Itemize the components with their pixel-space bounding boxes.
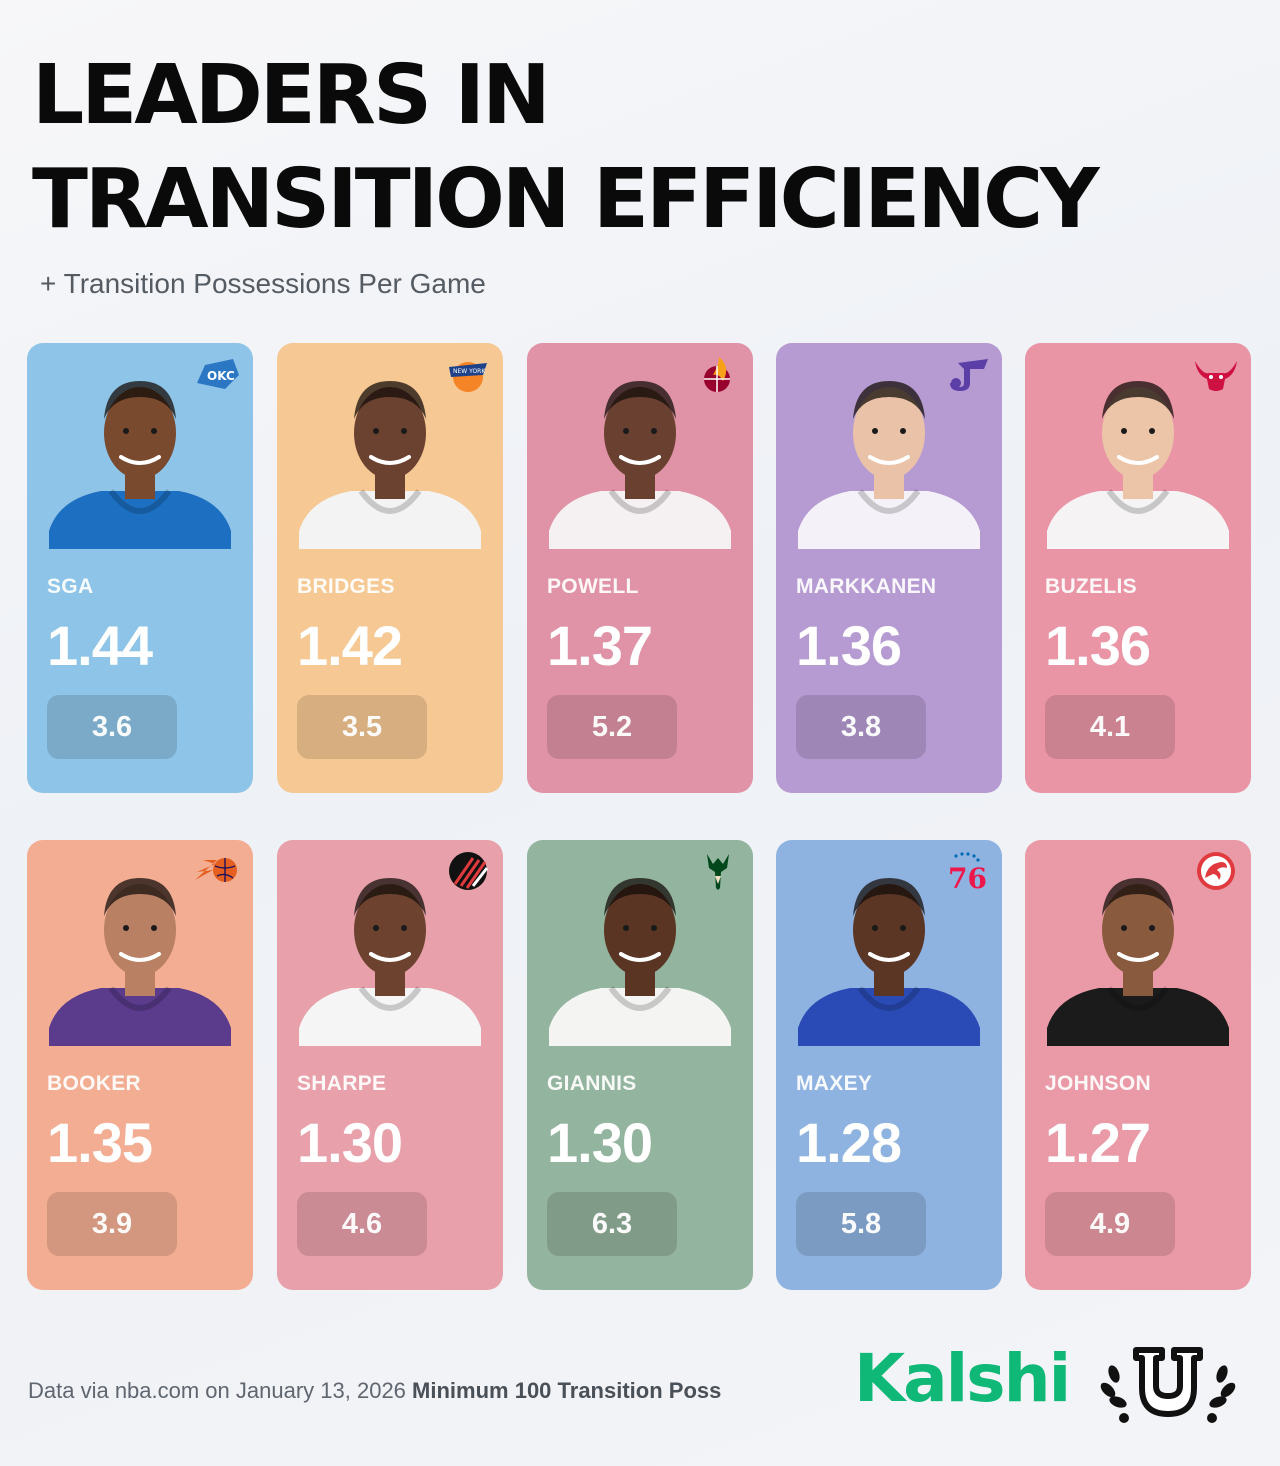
points-per-possession: 1.30 bbox=[547, 1111, 653, 1174]
player-portrait bbox=[798, 858, 980, 1046]
player-card: SHARPE 1.30 4.6 bbox=[277, 840, 503, 1290]
player-photo bbox=[299, 878, 481, 1046]
player-portrait bbox=[1047, 858, 1229, 1046]
heat-logo bbox=[693, 353, 743, 395]
player-photo bbox=[1047, 878, 1229, 1046]
knicks-text: NEW YORK bbox=[453, 368, 486, 375]
minimum-note: Minimum 100 Transition Poss bbox=[412, 1378, 722, 1403]
points-per-possession: 1.27 bbox=[1045, 1111, 1151, 1174]
player-photo bbox=[1047, 381, 1229, 549]
player-name: SGA bbox=[47, 575, 94, 598]
subtitle: + Transition Possessions Per Game bbox=[40, 268, 486, 299]
points-per-possession: 1.30 bbox=[297, 1111, 403, 1174]
player-name: JOHNSON bbox=[1045, 1072, 1151, 1095]
player-name: POWELL bbox=[547, 575, 639, 598]
footer-note: Data via nba.com on January 13, 2026 Min… bbox=[28, 1378, 721, 1404]
thunder-logo: OKC bbox=[193, 353, 243, 395]
player-card: NEW YORK BRIDGES 1.42 3.5 bbox=[277, 343, 503, 793]
player-portrait bbox=[798, 361, 980, 549]
player-card: OKC SGA 1.44 3.6 bbox=[27, 343, 253, 793]
transition-possessions-badge: 4.1 bbox=[1045, 695, 1175, 759]
player-card: GIANNIS 1.30 6.3 bbox=[527, 840, 753, 1290]
player-photo bbox=[49, 878, 231, 1046]
bulls-logo bbox=[1191, 353, 1241, 395]
blazers-logo bbox=[443, 850, 493, 892]
player-name: BOOKER bbox=[47, 1072, 141, 1095]
transition-possessions-badge: 3.9 bbox=[47, 1192, 177, 1256]
points-per-possession: 1.36 bbox=[1045, 614, 1151, 677]
sixers-logo: 76 bbox=[942, 850, 992, 892]
kalshi-logo: Kalshi bbox=[854, 1340, 1071, 1417]
transition-possessions-badge: 4.9 bbox=[1045, 1192, 1175, 1256]
player-card: 76 MAXEY 1.28 5.8 bbox=[776, 840, 1002, 1290]
transition-possessions-badge: 3.8 bbox=[796, 695, 926, 759]
player-name: GIANNIS bbox=[547, 1072, 637, 1095]
points-per-possession: 1.37 bbox=[547, 614, 653, 677]
transition-possessions-badge: 4.6 bbox=[297, 1192, 427, 1256]
points-per-possession: 1.42 bbox=[297, 614, 403, 677]
transition-possessions-badge: 5.2 bbox=[547, 695, 677, 759]
jazz-logo bbox=[942, 353, 992, 395]
player-name: BUZELIS bbox=[1045, 575, 1137, 598]
title-line-1: LEADERS IN bbox=[32, 48, 551, 143]
sixers-text: 76 bbox=[948, 862, 987, 892]
player-card: MARKKANEN 1.36 3.8 bbox=[776, 343, 1002, 793]
knicks-logo: NEW YORK bbox=[443, 353, 493, 395]
player-photo bbox=[49, 381, 231, 549]
transition-possessions-badge: 3.5 bbox=[297, 695, 427, 759]
player-portrait bbox=[299, 858, 481, 1046]
player-name: SHARPE bbox=[297, 1072, 387, 1095]
transition-possessions-badge: 6.3 bbox=[547, 1192, 677, 1256]
points-per-possession: 1.28 bbox=[796, 1111, 902, 1174]
player-portrait bbox=[1047, 361, 1229, 549]
player-name: MAXEY bbox=[796, 1072, 873, 1095]
player-photo bbox=[549, 381, 731, 549]
player-photo bbox=[798, 381, 980, 549]
transition-possessions-badge: 3.6 bbox=[47, 695, 177, 759]
player-card: JOHNSON 1.27 4.9 bbox=[1025, 840, 1251, 1290]
player-photo bbox=[299, 381, 481, 549]
player-portrait bbox=[299, 361, 481, 549]
title-line-2: TRANSITION EFFICIENCY bbox=[32, 152, 1099, 247]
player-card: BUZELIS 1.36 4.1 bbox=[1025, 343, 1251, 793]
points-per-possession: 1.44 bbox=[47, 614, 153, 677]
player-name: MARKKANEN bbox=[796, 575, 937, 598]
hawks-logo bbox=[1191, 850, 1241, 892]
player-portrait bbox=[49, 858, 231, 1046]
suns-logo bbox=[193, 850, 243, 892]
points-per-possession: 1.35 bbox=[47, 1111, 153, 1174]
player-photo bbox=[798, 878, 980, 1046]
player-portrait bbox=[49, 361, 231, 549]
player-card: POWELL 1.37 5.2 bbox=[527, 343, 753, 793]
player-name: BRIDGES bbox=[297, 575, 395, 598]
source-text: Data via nba.com on January 13, 2026 bbox=[28, 1378, 406, 1403]
player-portrait bbox=[549, 361, 731, 549]
okc-text: OKC bbox=[207, 369, 235, 383]
player-card: BOOKER 1.35 3.9 bbox=[27, 840, 253, 1290]
page-title: LEADERS IN TRANSITION EFFICIENCY bbox=[32, 44, 1099, 252]
player-photo bbox=[549, 878, 731, 1046]
transition-possessions-badge: 5.8 bbox=[796, 1192, 926, 1256]
player-portrait bbox=[549, 858, 731, 1046]
points-per-possession: 1.36 bbox=[796, 614, 902, 677]
bucks-logo bbox=[693, 850, 743, 892]
u-laurel-logo bbox=[1100, 1347, 1236, 1423]
